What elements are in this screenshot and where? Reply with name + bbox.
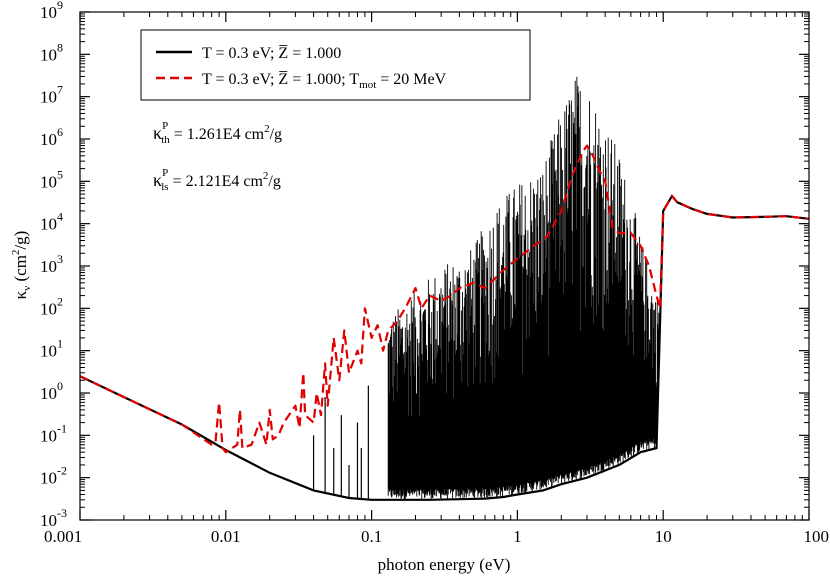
legend: T = 0.3 eV; Z̅ = 1.000 T = 0.3 eV; Z̅ = … (140, 29, 531, 101)
annotation-kappa-ls-value: = 2.121E4 cm (169, 173, 264, 190)
y-tick-label: 109 (40, 0, 63, 22)
annotation-kappa-ls: κP ls = 2.121E4 cm2/g (153, 167, 281, 193)
y-axis-ticks: 10-3 10-2 10-1 100 101 102 103 104 105 106 107 108 1… (40, 0, 809, 530)
annotation-kappa-ls-unit-tail: /g (268, 173, 280, 190)
legend-entry-black: T = 0.3 eV; Z̅ = 1.000 (202, 44, 341, 62)
legend-entry-red-text: T = 0.3 eV; Z̅ = 1.000; T (202, 70, 359, 88)
y-tick-label: 104 (40, 210, 63, 234)
x-tick-label: 1 (513, 527, 522, 546)
legend-entry-red-tail: = 20 MeV (376, 71, 446, 88)
x-axis-ticks: 0.001 0.01 0.1 1 10 100 (44, 12, 829, 546)
annotation-kappa-th: κP th = 1.261E4 cm2/g (153, 120, 282, 146)
x-tick-label: 0.001 (44, 527, 82, 546)
y-axis-label-units: (cm (11, 255, 30, 286)
annotation-kappa-ls-sub: ls (161, 181, 168, 193)
y-tick-label: 100 (40, 379, 63, 403)
y-axis-label-sub: ν (21, 286, 33, 291)
legend-entry-red: T = 0.3 eV; Z̅ = 1.000; Tmot = 20 MeV (202, 70, 447, 91)
y-axis-label: κν (cm2/g) (10, 231, 33, 300)
y-tick-label: 106 (40, 125, 63, 149)
black-line-forest (387, 76, 660, 500)
x-tick-label: 10 (655, 527, 672, 546)
y-tick-label: 103 (40, 252, 63, 276)
annotation-kappa-ls-unit-sup: 2 (263, 170, 269, 182)
x-tick-label: 100 (804, 527, 830, 546)
legend-box (140, 29, 531, 101)
annotation-kappa-th-sub: th (161, 134, 170, 146)
annotation-kappa-th-unit-sup: 2 (264, 123, 270, 135)
annotation-kappa-th-sup: P (162, 120, 168, 132)
x-tick-label: 0.1 (361, 527, 382, 546)
annotation-kappa-th-symbol: κ (153, 123, 162, 143)
y-tick-label: 107 (40, 83, 63, 107)
y-axis-label-kappa: κ (11, 290, 30, 299)
annotation-kappa-th-unit-tail: /g (270, 126, 282, 143)
annotation-kappa-th-value: = 1.261E4 cm (170, 126, 265, 143)
annotation-kappa-ls-symbol: κ (153, 170, 162, 190)
y-tick-label: 101 (40, 337, 63, 361)
red-dashed-line (79, 144, 810, 454)
y-tick-label: 105 (40, 167, 63, 191)
y-axis-label-units-tail: /g) (11, 231, 30, 250)
x-tick-label: 0.01 (211, 527, 241, 546)
x-axis-label: photon energy (eV) (378, 555, 511, 574)
series-red-dashed (79, 144, 810, 454)
y-tick-label: 10-3 (40, 506, 67, 530)
y-tick-label: 108 (40, 40, 63, 64)
legend-entry-black-text: T = 0.3 eV; Z̅ = 1.000 (202, 44, 341, 62)
y-tick-label: 102 (40, 294, 63, 318)
legend-entry-red-sub: mot (359, 79, 376, 91)
y-tick-label: 10-2 (40, 464, 67, 488)
y-tick-label: 10-1 (40, 421, 67, 445)
y-axis-label-units-sup: 2 (10, 250, 22, 256)
annotation-kappa-ls-sup: P (162, 167, 168, 179)
